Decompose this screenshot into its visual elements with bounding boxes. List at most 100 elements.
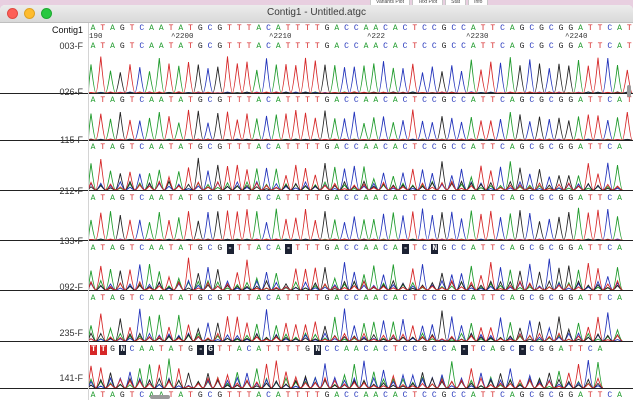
base-call: C bbox=[207, 143, 213, 152]
base-call: A bbox=[509, 294, 515, 303]
base-call: T bbox=[100, 194, 106, 203]
base-call: T bbox=[490, 194, 496, 203]
base-call: A bbox=[275, 24, 281, 33]
base-call: T bbox=[597, 42, 603, 51]
close-button[interactable] bbox=[7, 8, 18, 19]
base-call: C bbox=[607, 391, 613, 400]
base-call: T bbox=[480, 294, 486, 303]
base-call: A bbox=[334, 96, 340, 105]
base-call: T bbox=[314, 24, 320, 33]
base-call: C bbox=[607, 96, 613, 105]
base-call: T bbox=[188, 391, 193, 400]
base-call: C bbox=[246, 345, 252, 354]
base-call: C bbox=[548, 42, 554, 51]
base-call: T bbox=[597, 143, 603, 152]
base-call: C bbox=[383, 345, 388, 354]
base-call: G bbox=[119, 194, 125, 203]
ruler-tick: 190 bbox=[89, 33, 103, 41]
base-call: A bbox=[158, 244, 164, 253]
minimize-button[interactable] bbox=[24, 8, 35, 19]
base-call: T bbox=[129, 143, 135, 152]
base-call: T bbox=[597, 96, 603, 105]
base-call: G bbox=[441, 244, 447, 253]
base-call: A bbox=[617, 294, 622, 303]
base-call: A bbox=[256, 96, 262, 105]
base-call: C bbox=[461, 42, 466, 51]
trace-t bbox=[89, 257, 623, 290]
base-call: C bbox=[431, 24, 437, 33]
base-call: T bbox=[587, 143, 593, 152]
base-call: A bbox=[617, 96, 622, 105]
read-name[interactable]: 235-F bbox=[59, 328, 83, 338]
base-call: - bbox=[197, 345, 205, 355]
base-call: G bbox=[119, 391, 125, 400]
chromatogram-trace bbox=[89, 109, 633, 140]
base-call: T bbox=[168, 143, 174, 152]
base-call: T bbox=[305, 96, 310, 105]
base-call: A bbox=[392, 96, 398, 105]
read-name[interactable]: 212-F bbox=[59, 186, 83, 196]
base-call: A bbox=[158, 143, 164, 152]
base-call: T bbox=[314, 294, 320, 303]
base-call: A bbox=[392, 143, 398, 152]
base-call: G bbox=[548, 345, 554, 354]
base-call: T bbox=[597, 24, 603, 33]
base-call: C bbox=[529, 24, 535, 33]
base-call: T bbox=[480, 24, 486, 33]
base-call: C bbox=[266, 96, 271, 105]
base-call: C bbox=[529, 96, 535, 105]
base-call: T bbox=[490, 24, 496, 33]
base-call: G bbox=[568, 24, 574, 33]
read-name[interactable]: 115-F bbox=[60, 135, 83, 145]
base-call: A bbox=[256, 194, 262, 203]
base-call: G bbox=[441, 194, 447, 203]
base-call: G bbox=[324, 391, 330, 400]
trace-c bbox=[89, 359, 603, 388]
base-call: A bbox=[470, 391, 476, 400]
base-call: T bbox=[587, 96, 593, 105]
base-call: T bbox=[490, 244, 496, 253]
base-call: T bbox=[236, 194, 242, 203]
base-call: N bbox=[431, 244, 439, 254]
base-call: C bbox=[451, 24, 457, 33]
row-separator bbox=[0, 290, 88, 291]
base-call: T bbox=[295, 42, 301, 51]
base-call: C bbox=[324, 345, 330, 354]
base-call: G bbox=[119, 42, 125, 51]
base-call: C bbox=[451, 294, 457, 303]
base-call: C bbox=[500, 24, 505, 33]
base-call: T bbox=[412, 143, 418, 152]
base-call: A bbox=[509, 194, 515, 203]
base-call: C bbox=[344, 391, 349, 400]
base-call: A bbox=[256, 345, 262, 354]
base-call: T bbox=[168, 24, 174, 33]
read-name[interactable]: 133-F bbox=[59, 236, 83, 246]
base-call: T bbox=[188, 96, 193, 105]
base-call: G bbox=[568, 294, 574, 303]
base-call: C bbox=[402, 96, 408, 105]
base-call: A bbox=[90, 42, 96, 51]
base-call: A bbox=[90, 96, 96, 105]
horizontal-scrollbar[interactable] bbox=[150, 395, 170, 399]
base-call: G bbox=[519, 194, 525, 203]
read-name[interactable]: 141-F bbox=[59, 373, 83, 383]
base-call: A bbox=[509, 143, 515, 152]
zoom-button[interactable] bbox=[41, 8, 52, 19]
read-name[interactable]: 026-F bbox=[59, 87, 83, 97]
base-call: C bbox=[207, 244, 213, 253]
base-call: C bbox=[529, 294, 535, 303]
read-name[interactable]: 003-F bbox=[59, 41, 83, 51]
base-call: G bbox=[197, 96, 203, 105]
base-call: C bbox=[402, 345, 408, 354]
base-call: C bbox=[383, 42, 388, 51]
base-call: C bbox=[139, 294, 145, 303]
base-call: A bbox=[90, 391, 96, 400]
vertical-scrollbar[interactable] bbox=[627, 85, 631, 97]
base-call: A bbox=[256, 391, 262, 400]
base-call: C bbox=[139, 391, 145, 400]
base-call: T bbox=[90, 345, 97, 355]
base-call: C bbox=[266, 244, 271, 253]
read-name[interactable]: 092-F bbox=[59, 282, 83, 292]
